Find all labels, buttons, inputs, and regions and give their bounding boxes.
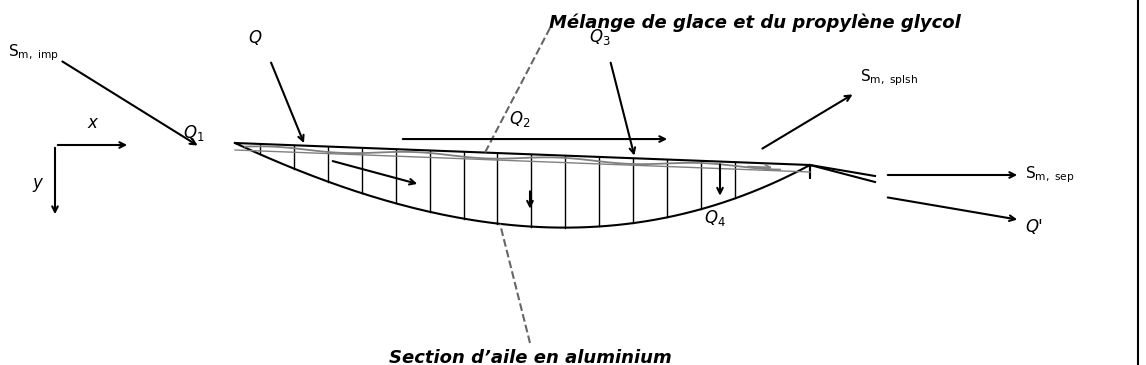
- Text: Q': Q': [1025, 218, 1043, 236]
- Text: Q: Q: [249, 29, 261, 47]
- Text: Q$_4$: Q$_4$: [704, 208, 725, 228]
- Text: S$_{\rm m,\ imp}$: S$_{\rm m,\ imp}$: [8, 43, 58, 63]
- Text: Q$_3$: Q$_3$: [589, 27, 611, 47]
- Text: Mélange de glace et du propylène glycol: Mélange de glace et du propylène glycol: [549, 13, 960, 31]
- Text: Section d’aile en aluminium: Section d’aile en aluminium: [388, 349, 672, 365]
- Text: Q$_1$: Q$_1$: [183, 123, 205, 143]
- Text: S$_{\rm m,\ splsh}$: S$_{\rm m,\ splsh}$: [860, 68, 918, 88]
- Text: x: x: [87, 114, 97, 132]
- Text: Q$_2$: Q$_2$: [509, 109, 531, 129]
- Text: y: y: [32, 174, 42, 192]
- Text: S$_{\rm m,\ sep}$: S$_{\rm m,\ sep}$: [1025, 165, 1075, 185]
